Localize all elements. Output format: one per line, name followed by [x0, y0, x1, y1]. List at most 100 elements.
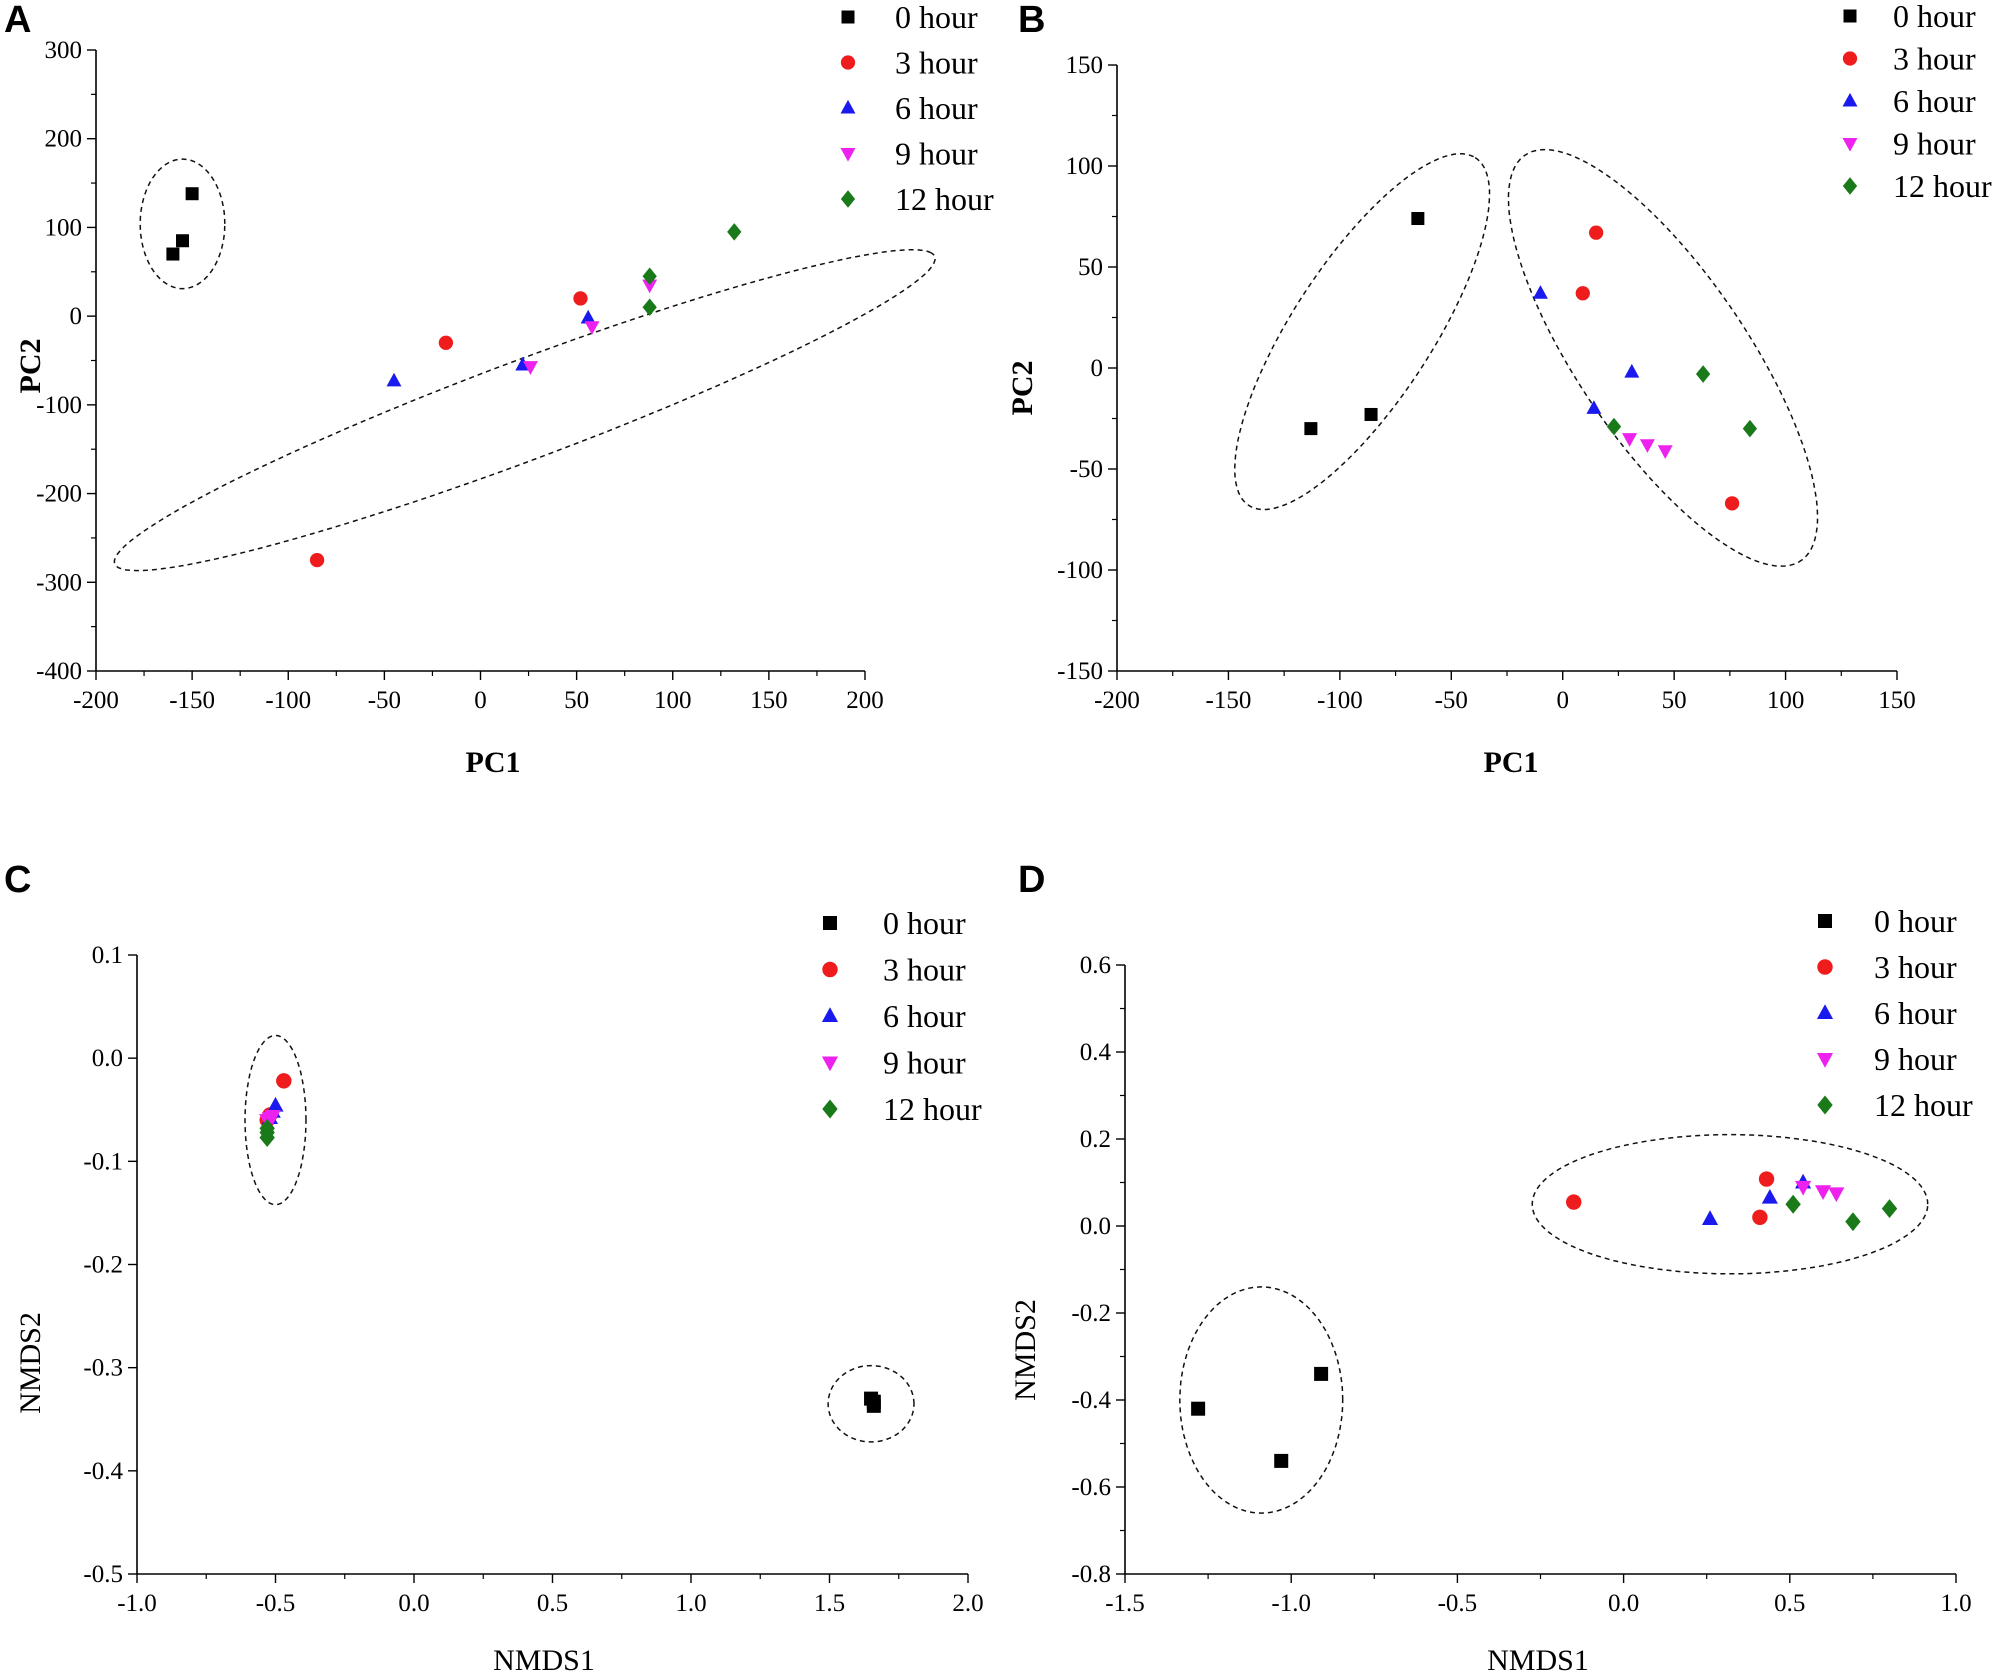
legend-marker — [840, 147, 856, 162]
y-tick-label: 0 — [1091, 355, 1104, 382]
x-tick-label: -200 — [1094, 687, 1140, 714]
x-tick-label: 1.0 — [675, 1590, 706, 1617]
panel-b-chart: B -200 -150 -100 -50 0 50 100 150 -150 -100 -50 0 50… — [1000, 0, 1995, 840]
legend: 0 hour 3 hour 6 hour 9 hour 12 hour — [1842, 0, 1992, 204]
legend-marker — [1842, 92, 1858, 107]
legend-marker — [840, 55, 856, 70]
legend: 0 hour 3 hour 6 hour 9 hour 12 hour — [821, 905, 982, 1127]
x-axis-label: NMDS1 — [1487, 1644, 1589, 1677]
data-point-12-hour — [259, 1128, 275, 1148]
x-axis-label: NMDS1 — [493, 1644, 595, 1677]
plot-area: -200 -150 -100 -50 0 50 100 150-150-100-5005010… — [1057, 52, 1916, 714]
y-tick-label: 0.6 — [1080, 952, 1111, 979]
data-point-9-hour — [1828, 1187, 1845, 1203]
legend-label: 12 hour — [883, 1091, 982, 1127]
data-point-9-hour — [642, 279, 658, 294]
group-ellipse — [1234, 153, 1491, 511]
panel-d-chart: D -1.5 -1.0 -0.5 0.0 0.5 1.0 -0.8 -0.6 -0.4 -0.2 0… — [1000, 840, 1995, 1679]
legend-marker — [1817, 959, 1833, 975]
x-tick-label: 0.5 — [1774, 1590, 1805, 1617]
legend: 0 hour 3 hour 6 hour 9 hour 12 hour — [840, 0, 994, 217]
data-point-6-hour — [1624, 363, 1640, 378]
legend-label: 3 hour — [895, 45, 978, 81]
x-tick-label: 100 — [654, 687, 692, 714]
y-tick-label: -0.2 — [1071, 1300, 1111, 1327]
data-point-12-hour — [642, 298, 657, 317]
legend-marker — [822, 1099, 838, 1119]
data-point-0-hour — [1191, 1401, 1206, 1416]
data-point-6-hour — [1701, 1210, 1719, 1225]
data-point-3-hour — [1575, 286, 1590, 301]
y-tick-label: 300 — [45, 37, 83, 64]
group-ellipse — [1531, 1133, 1929, 1275]
data-point-9-hour — [584, 321, 600, 335]
x-tick-label: 200 — [846, 687, 884, 714]
legend-marker — [1843, 9, 1857, 23]
y-tick-label: -300 — [36, 569, 82, 596]
legend-marker — [823, 916, 837, 930]
legend-label: 6 hour — [1874, 995, 1957, 1031]
data-point-9-hour — [1657, 445, 1673, 459]
panel-c-svg: C -1.0 -0.5 0.0 0.5 1.0 1.5 2.0-0.5-0.4-0.3-0.… — [4, 859, 984, 1677]
data-point-6-hour — [1532, 285, 1548, 299]
x-tick-label: 0.0 — [1608, 1590, 1639, 1617]
data-point-9-hour — [264, 1109, 281, 1125]
legend-label: 12 hour — [895, 181, 994, 217]
legend-label: 9 hour — [883, 1045, 966, 1081]
panel-c-chart: C -1.0 -0.5 0.0 0.5 1.0 1.5 2.0 -0.5 -0.4 -0.3 -0.… — [0, 840, 1000, 1679]
data-point-3-hour — [1566, 1194, 1582, 1210]
legend-marker — [822, 961, 838, 978]
plot-area: -200 -150 -100 -50 0 50 100 150 200 -400 -300 -200 -… — [36, 37, 936, 714]
data-point-9-hour — [1622, 433, 1638, 447]
x-tick-label: 0 — [1556, 687, 1569, 714]
y-tick-label: -150 — [1057, 658, 1103, 685]
data-point-3-hour — [1724, 496, 1740, 511]
y-tick-label: 100 — [45, 214, 83, 241]
panel-letter: C — [4, 859, 31, 901]
y-tick-label: -100 — [36, 392, 82, 419]
legend-marker — [840, 190, 856, 208]
data-point-0-hour — [1314, 1366, 1329, 1381]
x-tick-label: -1.0 — [1271, 1590, 1311, 1617]
legend-label: 9 hour — [1874, 1041, 1957, 1077]
y-tick-label: -50 — [1070, 456, 1103, 483]
y-tick-label: 200 — [45, 126, 83, 153]
legend-marker — [1816, 1053, 1834, 1068]
legend-label: 9 hour — [1893, 126, 1976, 162]
data-point-6-hour — [1586, 400, 1602, 414]
data-point-12-hour — [642, 267, 657, 285]
y-tick-label: 0.0 — [1080, 1213, 1111, 1240]
y-tick-label: 0.4 — [1080, 1039, 1112, 1066]
data-point-12-hour — [1845, 1212, 1861, 1232]
legend-label: 12 hour — [1893, 168, 1992, 204]
x-tick-label: -1.5 — [1105, 1590, 1145, 1617]
legend-marker — [841, 10, 855, 24]
x-tick-label: -0.5 — [1438, 1590, 1478, 1617]
x-tick-label: -200 — [73, 687, 119, 714]
legend-marker — [821, 1007, 839, 1022]
y-tick-label: -0.1 — [83, 1148, 123, 1175]
y-axis-label: NMDS2 — [14, 1312, 47, 1414]
data-point-3-hour — [438, 335, 454, 350]
y-tick-label: 0.0 — [92, 1045, 123, 1072]
data-point-6-hour — [580, 309, 596, 324]
y-tick-label: 0.1 — [92, 942, 123, 969]
data-point-12-hour — [1785, 1194, 1801, 1214]
data-point-0-hour — [1364, 407, 1378, 421]
data-point-3-hour — [1588, 225, 1604, 240]
panel-letter: D — [1018, 859, 1045, 901]
data-point-3-hour — [1752, 1209, 1768, 1225]
legend-label: 0 hour — [883, 905, 966, 941]
data-point-12-hour — [1881, 1199, 1898, 1219]
data-point-12-hour — [727, 223, 742, 241]
x-tick-label: -50 — [1435, 687, 1468, 714]
legend-marker — [1842, 137, 1858, 152]
legend-label: 0 hour — [1874, 903, 1957, 939]
legend: 0 hour 3 hour 6 hour 9 hour 12 hour — [1816, 903, 1973, 1123]
data-point-3-hour — [573, 291, 588, 306]
data-point-9-hour — [1795, 1180, 1812, 1196]
x-tick-label: 150 — [1878, 687, 1916, 714]
legend-label: 3 hour — [1893, 41, 1976, 77]
x-tick-label: 0.5 — [537, 1590, 568, 1617]
data-point-0-hour — [866, 1398, 881, 1413]
